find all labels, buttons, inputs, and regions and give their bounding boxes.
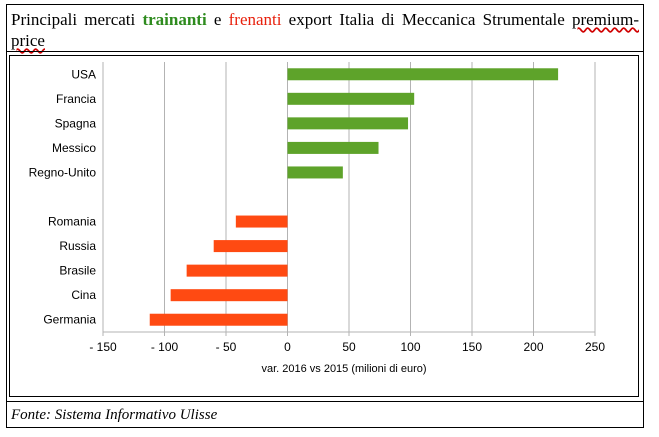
- bar: [287, 166, 343, 179]
- x-axis-title: var. 2016 vs 2015 (milioni di euro): [261, 363, 426, 375]
- bar: [287, 92, 415, 105]
- category-label: Germania: [43, 313, 96, 327]
- title-divider: [7, 51, 643, 52]
- bar: [149, 313, 288, 326]
- category-label: Brasile: [59, 264, 96, 278]
- source-note: Fonte: Sistema Informativo Ulisse: [11, 407, 218, 423]
- category-label: Cina: [71, 288, 96, 302]
- title-text-green: trainanti: [142, 10, 207, 29]
- category-label: Romania: [48, 215, 96, 229]
- x-tick-label: 50: [342, 340, 356, 354]
- bar: [170, 289, 288, 302]
- category-label: USA: [71, 67, 96, 81]
- chart-figure-frame: Principali mercati trainanti e frenanti …: [6, 4, 644, 428]
- x-tick-label: - 100: [151, 340, 179, 354]
- category-label: Regno-Unito: [29, 165, 97, 179]
- title-text-3: premium-price: [11, 10, 639, 50]
- footer-divider: [7, 401, 643, 402]
- x-tick-label: 0: [284, 340, 291, 354]
- x-tick-label: 250: [585, 340, 605, 354]
- category-label: Spagna: [55, 116, 97, 130]
- bar: [213, 240, 288, 253]
- category-label: Francia: [56, 92, 96, 106]
- title-text-red: frenanti: [228, 10, 282, 29]
- title-text-2: export Italia di Meccanica Strumentale: [281, 10, 572, 29]
- x-tick-label: - 150: [89, 340, 117, 354]
- title-text-mid: e: [206, 10, 229, 29]
- chart-area: - 150 - 100 - 50 0 50 100 150 200 250 USA Francia S…: [9, 55, 639, 397]
- x-tick-label: - 50: [216, 340, 237, 354]
- x-tick-label: 100: [400, 340, 420, 354]
- category-label: Russia: [59, 239, 96, 253]
- bar: [287, 141, 379, 154]
- bar: [235, 215, 288, 228]
- x-tick-label: 200: [523, 340, 543, 354]
- category-label: Messico: [52, 141, 96, 155]
- bar: [287, 68, 559, 81]
- bar: [186, 264, 288, 277]
- title-text-1: Principali mercati: [11, 10, 143, 29]
- bar-chart: - 150 - 100 - 50 0 50 100 150 200 250 USA Francia S…: [29, 62, 605, 375]
- x-tick-label: 150: [462, 340, 482, 354]
- bar: [287, 117, 409, 130]
- page-title: Principali mercati trainanti e frenanti …: [11, 9, 639, 51]
